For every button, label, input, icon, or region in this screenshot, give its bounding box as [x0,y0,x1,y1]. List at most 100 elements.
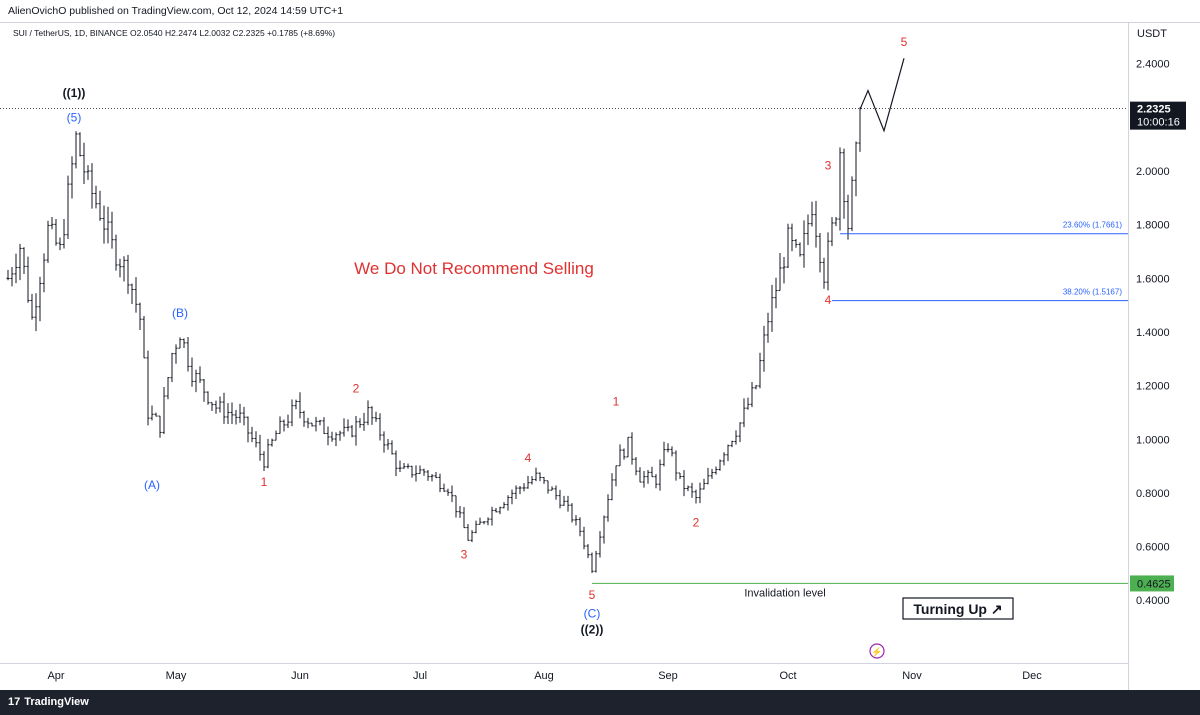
wave-label: 5 [901,35,908,49]
wave-label: 3 [825,159,832,173]
chart-area[interactable]: SUI / TetherUS, 1D, BINANCE O2.0540 H2.2… [0,22,1200,691]
ohlc-bar [826,232,830,291]
ohlc-bar [378,413,382,441]
ohlc-bar [730,440,734,448]
ohlc-bar [314,416,318,432]
ohlc-bar [770,284,774,332]
price-tick-label: 1.8000 [1136,220,1170,232]
ohlc-bar [598,531,602,558]
ohlc-bar [94,185,98,209]
ohlc-bar [410,465,414,478]
ohlc-bar [78,132,82,157]
event-icon: ⚡ [869,643,885,659]
wave-label: ((2)) [581,623,604,637]
ohlc-bar [818,233,822,273]
ohlc-bar [554,485,558,500]
time-tick-label: Apr [47,670,64,682]
ohlc-bar [10,267,14,287]
ohlc-bar [18,243,22,281]
ohlc-bar [786,223,790,268]
ohlc-bar [22,247,26,275]
ohlc-bar [450,485,454,503]
ohlc-bar [690,482,694,498]
ohlc-bar [674,450,678,481]
time-tick-label: Jun [291,670,309,682]
ohlc-bar [746,397,750,410]
ohlc-bar [542,476,546,484]
ohlc-bar [374,411,378,422]
ohlc-bar [42,253,46,293]
ohlc-bar [802,220,806,268]
ohlc-bar [238,403,242,423]
ohlc-bar [634,457,638,476]
ohlc-bar [214,400,218,414]
symbol-info: SUI / TetherUS, 1D, BINANCE O2.0540 H2.2… [13,28,335,38]
fib-label: 38.20% (1.5167) [1063,288,1122,297]
ohlc-bar [358,418,362,428]
wave-label: 2 [693,515,700,529]
ohlc-bar [66,175,70,239]
invalidation-text: Invalidation level [744,587,825,599]
ohlc-bar [838,147,842,231]
ohlc-bar [622,448,626,460]
ohlc-bar [418,465,422,474]
ohlc-bar [322,417,326,435]
ohlc-bar [670,446,674,457]
ohlc-bar [546,480,550,494]
ohlc-bar [142,316,146,359]
ohlc-bar [486,517,490,526]
ohlc-bar [614,465,618,487]
current-price-label-bg [1130,101,1186,130]
wave-label: 1 [613,395,620,409]
ohlc-bar [102,205,106,244]
ohlc-bar [522,483,526,492]
price-tick-label: 1.0000 [1136,434,1170,446]
ohlc-bar [434,471,438,479]
ohlc-bar [170,352,174,383]
projection-path [859,58,905,133]
ohlc-bar [854,141,858,197]
tradingview-logo[interactable]: 17 TradingView [8,696,89,708]
ohlc-bar [50,217,54,230]
ohlc-bar [210,402,214,412]
ohlc-bar [618,444,622,467]
tradingview-logo-icon: 17 [8,696,21,708]
lightning-icon: ⚡ [871,646,882,658]
time-axis[interactable]: Apr May Jun Jul Aug Sep Oct Nov Dec [0,663,1128,683]
ohlc-bar [38,276,42,322]
ohlc-bar [478,517,482,525]
ohlc-bar [166,377,170,400]
ohlc-bar [738,422,742,443]
currency-label: USDT [1137,28,1167,40]
ohlc-bar [98,190,102,221]
time-tick-label: Jul [413,670,427,682]
ohlc-bar [258,434,262,461]
ohlc-bar [218,396,222,413]
ohlc-bar [182,338,186,348]
ohlc-bar [694,489,698,504]
countdown-label: 10:00:16 [1137,117,1180,129]
ohlc-bar [134,277,138,313]
ohlc-bar [774,277,778,309]
wave-label: 2 [353,381,360,395]
wave-label: 1 [261,475,268,489]
ohlc-bar [558,489,562,509]
wave-label: ((1)) [63,86,86,100]
price-chart[interactable]: SUI / TetherUS, 1D, BINANCE O2.0540 H2.2… [0,23,1200,691]
ohlc-bar [754,385,758,390]
price-axis[interactable]: USDT 2.4000 2.0000 1.8000 1.6000 1.4000 1.2000… [1128,23,1200,691]
ohlc-bar [178,337,182,349]
ohlc-bar [494,507,498,513]
ohlc-bar [118,258,122,278]
time-tick-label: Aug [534,670,554,682]
ohlc-bar [58,237,62,251]
ohlc-bar [190,357,194,387]
ohlc-bar [318,419,322,426]
ohlc-bar [714,466,718,475]
publish-header: AlienOvichO published on TradingView.com… [0,0,1200,23]
ohlc-bar [678,472,682,479]
ohlc-bar [62,219,66,249]
ohlc-bar [354,415,358,446]
ohlc-bar [586,544,590,559]
ohlc-bar [26,256,30,303]
